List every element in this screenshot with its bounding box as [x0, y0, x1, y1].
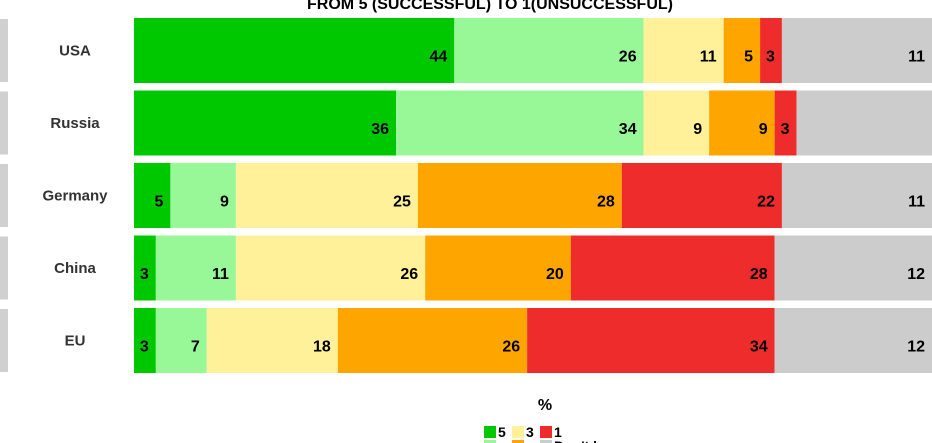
data-label: 12 [907, 266, 925, 283]
bar-segment-2 [425, 235, 571, 301]
side-panel [0, 309, 8, 372]
side-panel [0, 164, 8, 227]
data-label: 9 [220, 194, 229, 211]
data-label: 28 [597, 194, 615, 211]
bar-segment-2 [337, 308, 528, 373]
legend-swatch [540, 440, 552, 443]
data-label: 11 [700, 49, 717, 66]
bar-segment-3 [643, 18, 724, 83]
bar-segment-2 [723, 18, 761, 83]
bar-segment-4 [396, 90, 644, 156]
bar-segment-dont-know [796, 90, 932, 156]
bar-segment-4 [170, 163, 236, 228]
data-label: 5 [154, 194, 163, 211]
legend-swatch [512, 440, 524, 443]
data-label: 3 [140, 339, 149, 356]
legend-swatch [512, 426, 524, 438]
bar-segment-1 [774, 90, 797, 156]
bar-segment-dont-know [774, 308, 932, 373]
data-label: 18 [313, 339, 331, 356]
bar-segment-dont-know [781, 18, 932, 83]
data-label: 26 [619, 49, 637, 66]
category-label: USA [59, 43, 91, 60]
legend: 5 3 1Don't k [484, 424, 601, 443]
data-label: 7 [191, 339, 200, 356]
bar-segment-2 [709, 90, 775, 156]
legend-label: 5 [498, 424, 506, 440]
data-label: 3 [140, 266, 149, 283]
side-panel [0, 236, 8, 300]
legend-label: 3 [526, 424, 534, 440]
data-label: 3 [766, 49, 775, 66]
bar-segment-2 [417, 163, 622, 228]
data-label: 28 [750, 266, 768, 283]
category-label: Germany [42, 188, 108, 205]
data-label: 22 [757, 194, 775, 211]
category-label: China [54, 260, 96, 277]
legend-swatch [484, 440, 496, 443]
bar-segment-5 [134, 18, 455, 83]
legend-label: Don't k [554, 438, 601, 443]
data-label: 12 [907, 339, 925, 356]
bar-segment-5 [134, 163, 171, 228]
bar-segment-4 [454, 18, 644, 83]
data-label: 9 [759, 121, 768, 138]
bar-segment-3 [235, 163, 418, 228]
data-label: 34 [750, 339, 768, 356]
legend-swatch [540, 426, 552, 438]
data-label: 26 [400, 266, 418, 283]
data-label: 3 [781, 121, 790, 138]
legend-swatch [484, 426, 496, 438]
bar-segment-1 [570, 235, 775, 301]
bar-segment-1 [760, 18, 782, 83]
chart-title: FROM 5 (SUCCESSFUL) TO 1(UNSUCCESSFUL) [307, 0, 673, 13]
data-label: 26 [502, 339, 520, 356]
bar-segment-dont-know [774, 235, 932, 301]
bar-segment-3 [206, 308, 338, 373]
x-axis-title: % [538, 397, 552, 414]
left-side-panels [0, 19, 8, 372]
data-label: 34 [619, 121, 637, 138]
bar-segment-5 [134, 90, 397, 156]
bar-segment-4 [155, 235, 236, 301]
bar-segment-3 [643, 90, 710, 156]
bar-segment-3 [235, 235, 426, 301]
data-label: 5 [744, 49, 753, 66]
bar-segment-5 [134, 235, 156, 301]
bar-segment-1 [621, 163, 782, 228]
category-label: EU [65, 333, 86, 350]
data-label: 36 [371, 121, 389, 138]
bar-segment-dont-know [781, 163, 932, 228]
bar-segment-1 [527, 308, 775, 373]
data-label: 25 [393, 194, 411, 211]
data-label: 20 [546, 266, 564, 283]
bar-segment-5 [134, 308, 156, 373]
data-label: 44 [430, 49, 448, 66]
data-label: 9 [693, 121, 702, 138]
bar-segment-4 [155, 308, 207, 373]
side-panel [0, 91, 8, 155]
data-label: 11 [212, 266, 229, 283]
data-label: 11 [908, 194, 925, 211]
category-label: Russia [50, 115, 100, 132]
legend-label: 1 [554, 424, 562, 440]
data-label: 11 [908, 49, 925, 66]
side-panel [0, 19, 8, 82]
